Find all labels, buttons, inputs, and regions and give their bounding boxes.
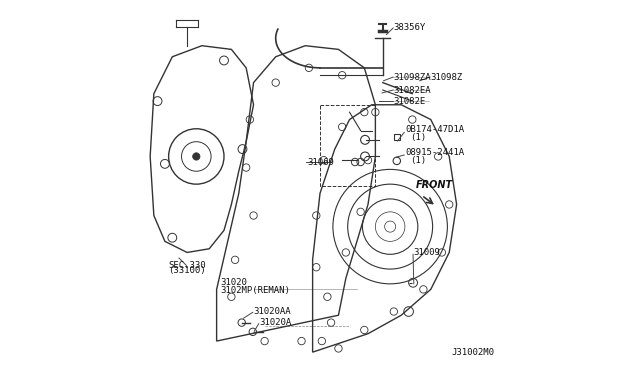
Text: 08915-2441A: 08915-2441A — [405, 148, 464, 157]
Text: 38356Y: 38356Y — [394, 23, 426, 32]
Text: 31009: 31009 — [413, 248, 440, 257]
Text: FRONT: FRONT — [416, 180, 453, 190]
Text: (1): (1) — [410, 155, 427, 165]
Text: (33100): (33100) — [168, 266, 205, 275]
Text: 31098Z: 31098Z — [431, 73, 463, 81]
Text: 31069: 31069 — [307, 157, 334, 167]
Text: 31020A: 31020A — [259, 318, 291, 327]
Text: 31082E: 31082E — [394, 97, 426, 106]
Text: (1): (1) — [410, 133, 427, 142]
Text: 0B174-47D1A: 0B174-47D1A — [405, 125, 464, 134]
Circle shape — [193, 153, 200, 160]
Text: 31082EA: 31082EA — [394, 86, 431, 94]
Text: 31098ZA: 31098ZA — [394, 73, 431, 81]
Text: 31020AA: 31020AA — [253, 307, 291, 316]
Text: 3102MP(REMAN): 3102MP(REMAN) — [220, 286, 290, 295]
Text: 31020: 31020 — [220, 278, 247, 287]
Text: SEC.330: SEC.330 — [168, 261, 205, 270]
Text: J31002M0: J31002M0 — [451, 348, 494, 357]
